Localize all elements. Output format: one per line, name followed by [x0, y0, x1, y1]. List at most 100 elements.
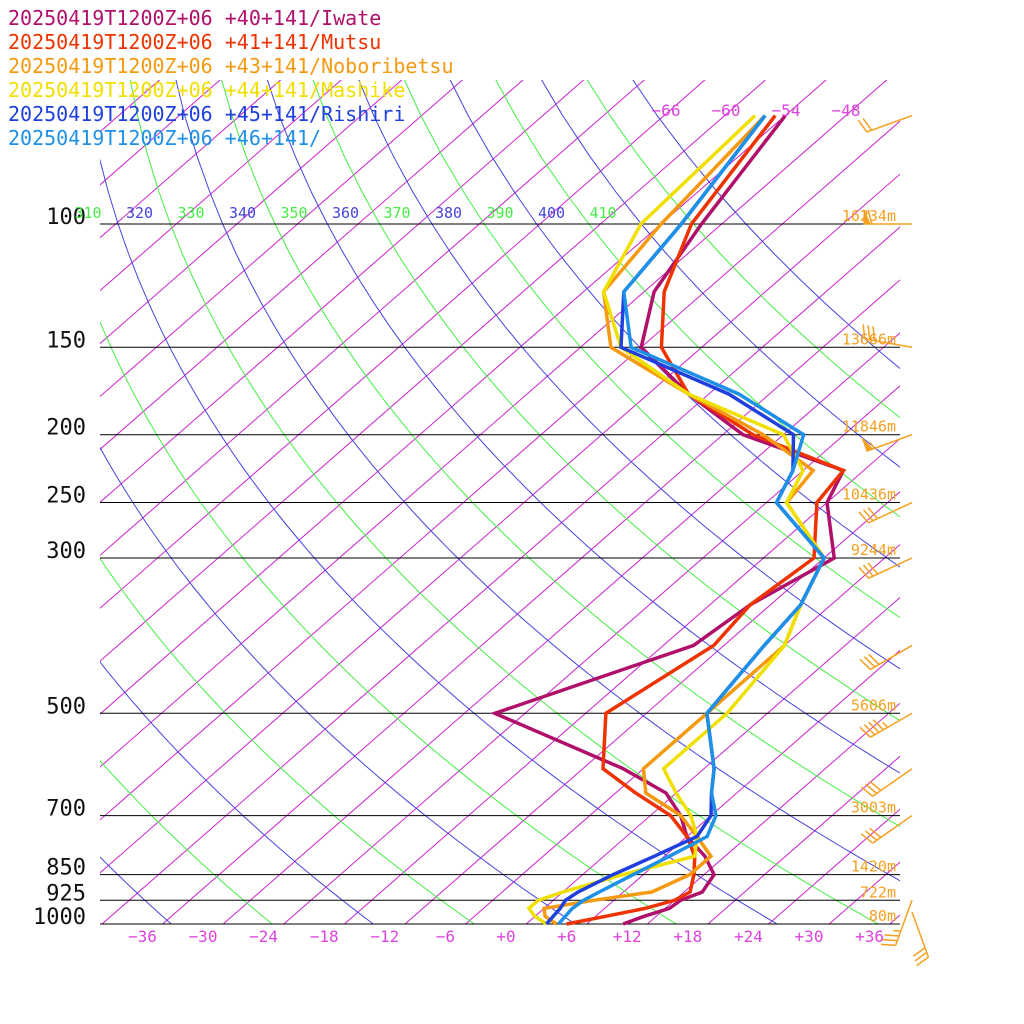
legend-entry: 20250419T1200Z+06 +41+141/Mutsu: [8, 30, 382, 54]
x-tick-label: +36: [855, 927, 884, 946]
theta-label: 410: [589, 204, 616, 222]
pressure-label: 925: [46, 881, 86, 906]
temperature-profiles: [489, 114, 847, 926]
wind-barb: [881, 900, 913, 947]
theta-label: 350: [280, 204, 307, 222]
x-tick-label: −6: [436, 927, 455, 946]
height-label: 5606m: [851, 696, 896, 714]
wind-barb: [911, 911, 930, 967]
height-label: 11846m: [842, 418, 896, 436]
wind-barb: [863, 209, 912, 225]
height-label: 10436m: [842, 486, 896, 504]
isotherm-line: [100, 80, 888, 768]
theta-label: 330: [177, 204, 204, 222]
dry-adiabat-line: [358, 80, 900, 670]
isotherm-line: [100, 80, 464, 398]
theta-label: 370: [383, 204, 410, 222]
dry-adiabat-line: [586, 80, 900, 419]
height-label: 9244m: [851, 541, 896, 559]
isotherm-line: [100, 80, 645, 556]
isotherm-line: [100, 80, 221, 186]
dry-adiabat-line: [403, 80, 900, 619]
dry-adiabat-line: [100, 320, 677, 925]
dry-adiabat-line: [495, 80, 900, 518]
pressure-label: 850: [46, 856, 86, 881]
wind-barb: [860, 768, 913, 797]
dry-adiabat-line: [100, 557, 475, 925]
wind-barb: [858, 557, 913, 579]
isotherm-line: [404, 491, 900, 925]
isotherm-line: [100, 80, 706, 609]
series-line: [566, 114, 847, 926]
dry-adiabat-line: [100, 856, 172, 925]
isotherm-line: [465, 543, 900, 925]
height-label: 722m: [860, 883, 896, 901]
legend-entry: 20250419T1200Z+06 +44+141/Mashike: [8, 78, 406, 102]
x-tick-label: +24: [734, 927, 763, 946]
isotherm-line: [100, 120, 900, 821]
isotherm-line: [100, 80, 342, 292]
isotherm-line: [100, 173, 900, 874]
isotherm-line: [162, 279, 900, 925]
isotherm-line: [647, 702, 900, 925]
pressure-label: 250: [46, 484, 86, 509]
isotherm-line: [222, 332, 900, 925]
wind-barbs: [857, 114, 930, 967]
legend-entry: 20250419T1200Z+06 +45+141/Rishiri: [8, 102, 406, 126]
theta-label: 340: [229, 204, 256, 222]
upper-temp-label: −48: [832, 101, 861, 120]
series-line: [526, 114, 827, 926]
pressure-levels: 10016234m15013666m20011846m25010436m3009…: [33, 205, 900, 930]
x-tick-label: −36: [128, 927, 157, 946]
x-tick-label: +18: [673, 927, 702, 946]
wind-barb: [862, 324, 913, 349]
wind-barb: [861, 434, 913, 452]
series-line: [489, 114, 846, 926]
x-tick-label: +30: [795, 927, 824, 946]
legend-entry: 20250419T1200Z+06 +40+141/Iwate: [8, 6, 382, 30]
pressure-label: 700: [46, 797, 86, 822]
dry-adiabat-line: [100, 661, 374, 925]
dry-adiabat-line: [449, 80, 900, 568]
pressure-label: 300: [46, 539, 86, 564]
upper-temp-label: −66: [652, 101, 681, 120]
isotherm-grid: [100, 80, 900, 925]
legend-entry: 20250419T1200Z+06 +43+141/Noboribetsu: [8, 54, 454, 78]
upper-temp-label: −60: [712, 101, 741, 120]
dry-adiabat-line: [100, 446, 576, 925]
series-line: [557, 114, 827, 926]
legend-entry: 20250419T1200Z+06 +46+141/: [8, 126, 322, 150]
theta-label: 310: [74, 204, 101, 222]
pressure-label: 150: [46, 328, 86, 353]
pressure-label: 1000: [33, 905, 86, 930]
pressure-label: 100: [46, 205, 86, 230]
isotherm-line: [100, 80, 403, 345]
isotherm-line: [283, 385, 900, 925]
height-label: 3003m: [851, 799, 896, 817]
theta-label: 380: [435, 204, 462, 222]
dry-adiabat-line: [129, 80, 879, 925]
theta-label: 360: [332, 204, 359, 222]
dry-adiabat-line: [541, 80, 900, 468]
wind-barb: [859, 712, 913, 738]
isotherm-line: [100, 80, 585, 504]
pressure-label: 200: [46, 416, 86, 441]
dry-adiabat-line: [221, 80, 900, 828]
theta-label: 400: [538, 204, 565, 222]
x-tick-label: −18: [310, 927, 339, 946]
height-label: 16234m: [842, 207, 896, 225]
x-tick-label: +0: [496, 927, 515, 946]
wind-barb: [859, 644, 913, 671]
isotherm-line: [344, 438, 900, 925]
theta-label: 320: [126, 204, 153, 222]
wind-barb: [857, 114, 913, 133]
theta-label: 390: [486, 204, 513, 222]
isotherm-line: [586, 649, 900, 925]
pressure-label: 500: [46, 694, 86, 719]
isotherm-line: [525, 596, 900, 925]
height-label: 80m: [869, 907, 896, 925]
isotherm-line: [707, 755, 900, 925]
upper-temp-label: −54: [772, 101, 801, 120]
dry-adiabat-line: [175, 80, 900, 882]
wind-barb: [858, 501, 913, 524]
